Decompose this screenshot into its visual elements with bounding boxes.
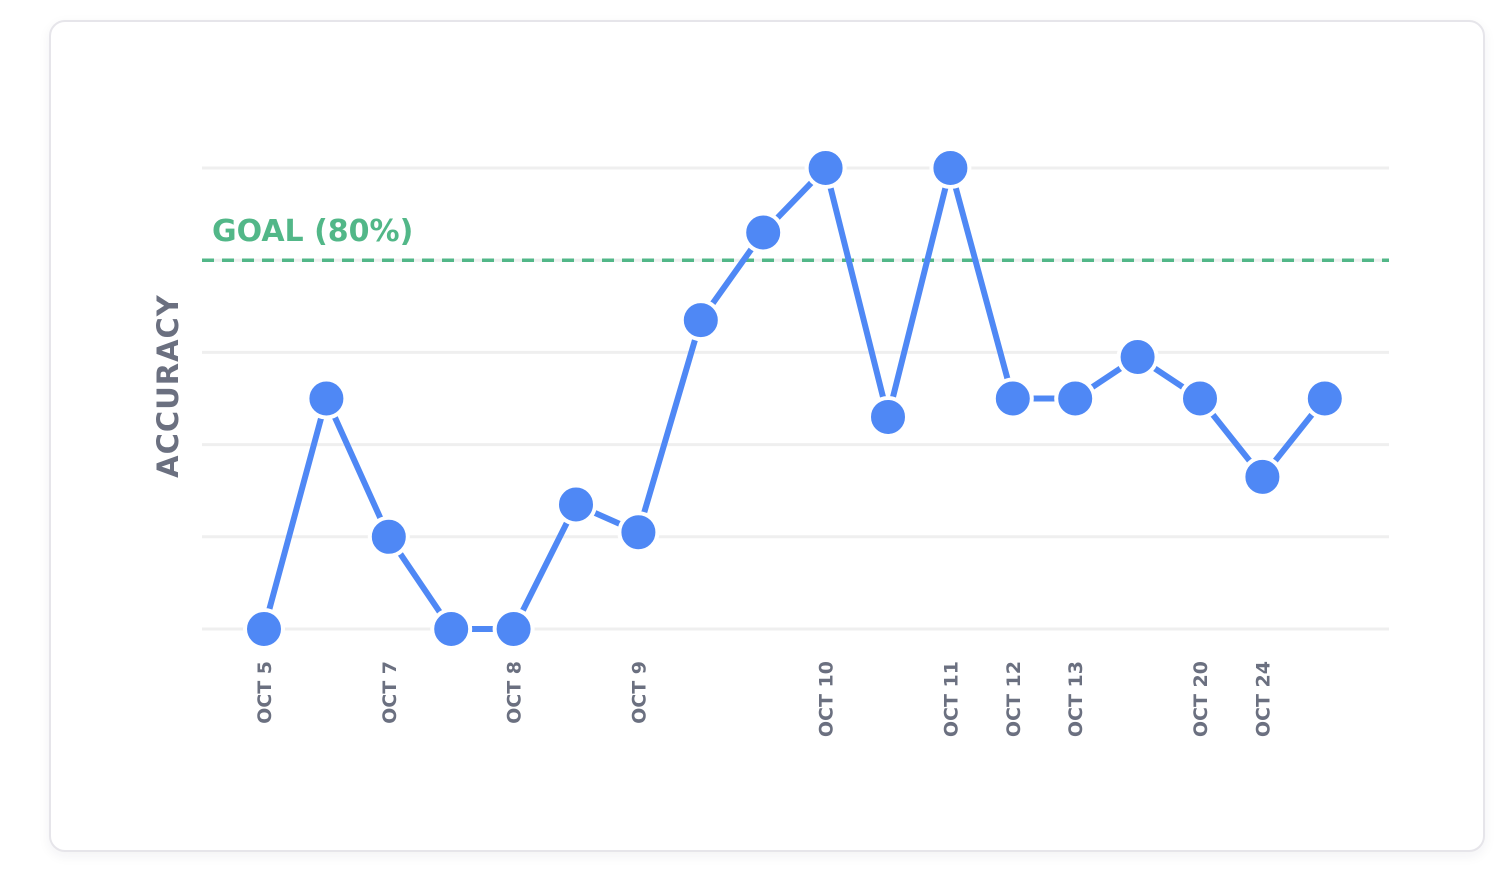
accuracy-series-line bbox=[261, 165, 1328, 632]
x-tick-label: OCT 10 bbox=[816, 661, 838, 737]
data-point bbox=[991, 377, 1034, 420]
x-tick-label: OCT 20 bbox=[1190, 661, 1212, 737]
x-tick-label: OCT 9 bbox=[628, 661, 650, 724]
data-point bbox=[1303, 377, 1346, 420]
data-point bbox=[1054, 377, 1097, 420]
data-point bbox=[742, 211, 785, 254]
data-point bbox=[1241, 455, 1284, 498]
y-axis-label: ACCURACY bbox=[151, 294, 185, 478]
data-point bbox=[243, 608, 285, 650]
data-point bbox=[1116, 336, 1159, 379]
x-tick-label: OCT 7 bbox=[379, 661, 401, 724]
x-tick-label: OCT 24 bbox=[1252, 661, 1274, 737]
data-point bbox=[929, 147, 972, 189]
x-tick-label: OCT 8 bbox=[504, 661, 526, 724]
data-point bbox=[555, 483, 597, 526]
x-tick-label: OCT 13 bbox=[1065, 661, 1087, 737]
data-point bbox=[430, 608, 473, 650]
data-point bbox=[305, 377, 348, 420]
data-point bbox=[804, 147, 847, 189]
goal-label: GOAL (80%) bbox=[212, 214, 413, 249]
x-axis-ticks: OCT 5 OCT 7 OCT 8 OCT 9 OCT 10 OCT 11 OCT 12 OC… bbox=[254, 661, 1274, 737]
chart-card bbox=[49, 20, 1485, 852]
x-tick-label: OCT 12 bbox=[1003, 661, 1025, 737]
x-tick-label: OCT 11 bbox=[940, 661, 962, 737]
data-points bbox=[243, 147, 1346, 650]
data-point bbox=[367, 515, 410, 558]
x-tick-label: OCT 5 bbox=[254, 661, 276, 724]
data-point bbox=[492, 608, 535, 650]
data-point bbox=[679, 299, 722, 342]
data-point bbox=[1179, 377, 1221, 420]
data-point bbox=[867, 395, 909, 438]
data-point bbox=[617, 511, 660, 554]
